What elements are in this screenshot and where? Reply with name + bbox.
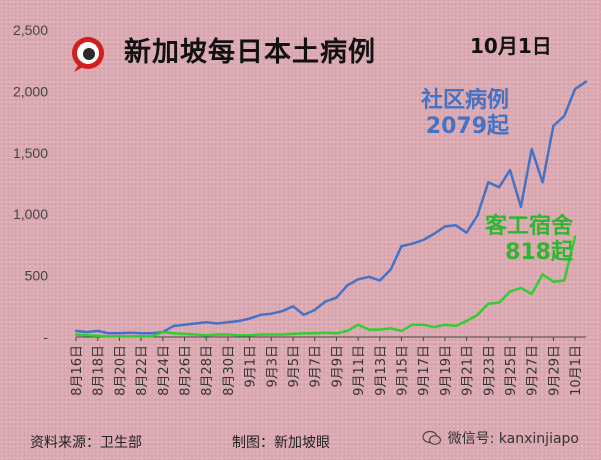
x-tick-label: 9月19日 xyxy=(439,345,454,396)
dorm-cases-line xyxy=(74,235,577,338)
dorm-series-label: 客工宿舍 818起 xyxy=(485,214,573,266)
x-tick-label: 8月22日 xyxy=(135,345,150,396)
x-tick-label: 8月18日 xyxy=(92,345,107,396)
x-tick-label: 8月28日 xyxy=(200,345,215,396)
wechat-icon xyxy=(422,430,441,445)
wechat-watermark: 微信号: kanxinjiapo xyxy=(422,428,579,448)
x-tick-label: 9月7日 xyxy=(309,345,324,388)
x-tick-label: 10月1日 xyxy=(569,345,584,396)
x-tick-label: 9月21日 xyxy=(461,345,476,396)
community-series-label: 社区病例 2079起 xyxy=(421,88,509,140)
community-cases-line xyxy=(74,80,588,335)
x-tick-label: 9月27日 xyxy=(526,345,541,396)
x-tick-label: 9月3日 xyxy=(265,345,280,388)
x-tick-label: 9月25日 xyxy=(504,345,519,396)
chart-title: 新加坡每日本土病例 xyxy=(124,37,376,68)
x-tick-label: 9月11日 xyxy=(352,345,367,396)
dorm-series-name: 客工宿舍 xyxy=(484,214,573,239)
y-tick-label: 500 xyxy=(25,268,49,284)
y-tick-label: 2,000 xyxy=(13,83,48,99)
x-tick-label: 8月26日 xyxy=(179,345,194,396)
chart-axes xyxy=(75,336,586,341)
credit-note: 制图：新加坡眼 xyxy=(232,435,330,451)
x-tick-label: 9月5日 xyxy=(287,345,302,388)
x-tick-label: 9月13日 xyxy=(374,345,389,396)
x-tick-label: 9月17日 xyxy=(417,345,432,396)
x-tick-label: 8月24日 xyxy=(157,345,172,396)
chart-series xyxy=(74,80,588,338)
chart-date: 10月1日 xyxy=(470,34,552,58)
x-axis-tick-labels: 8月16日 8月18日 8月20日 8月22日 8月24日 8月26日 8月28日 8月30日… xyxy=(70,345,584,396)
dorm-series-total: 818起 xyxy=(505,240,573,265)
y-tick-label: 1,500 xyxy=(13,145,48,161)
watermark-text: 微信号: kanxinjiapo xyxy=(447,431,579,447)
x-tick-label: 8月30日 xyxy=(222,345,237,396)
x-tick-label: 9月15日 xyxy=(396,345,411,396)
y-axis-tick-labels: - 500 1,000 1,500 2,000 2,500 xyxy=(13,22,48,345)
y-tick-label: 1,000 xyxy=(13,206,48,222)
x-tick-label: 9月23日 xyxy=(482,345,497,396)
x-tick-label: 8月16日 xyxy=(70,345,85,396)
logo-icon xyxy=(72,37,104,72)
y-tick-label: 2,500 xyxy=(13,22,48,38)
community-series-name: 社区病例 xyxy=(420,88,509,113)
community-series-total: 2079起 xyxy=(425,114,509,139)
x-tick-label: 9月29日 xyxy=(547,345,562,396)
x-tick-label: 8月20日 xyxy=(113,345,128,396)
y-tick-label: - xyxy=(43,329,48,345)
x-tick-label: 9月1日 xyxy=(244,345,259,388)
source-note: 资料来源：卫生部 xyxy=(30,435,142,451)
x-tick-label: 9月9日 xyxy=(330,345,345,388)
